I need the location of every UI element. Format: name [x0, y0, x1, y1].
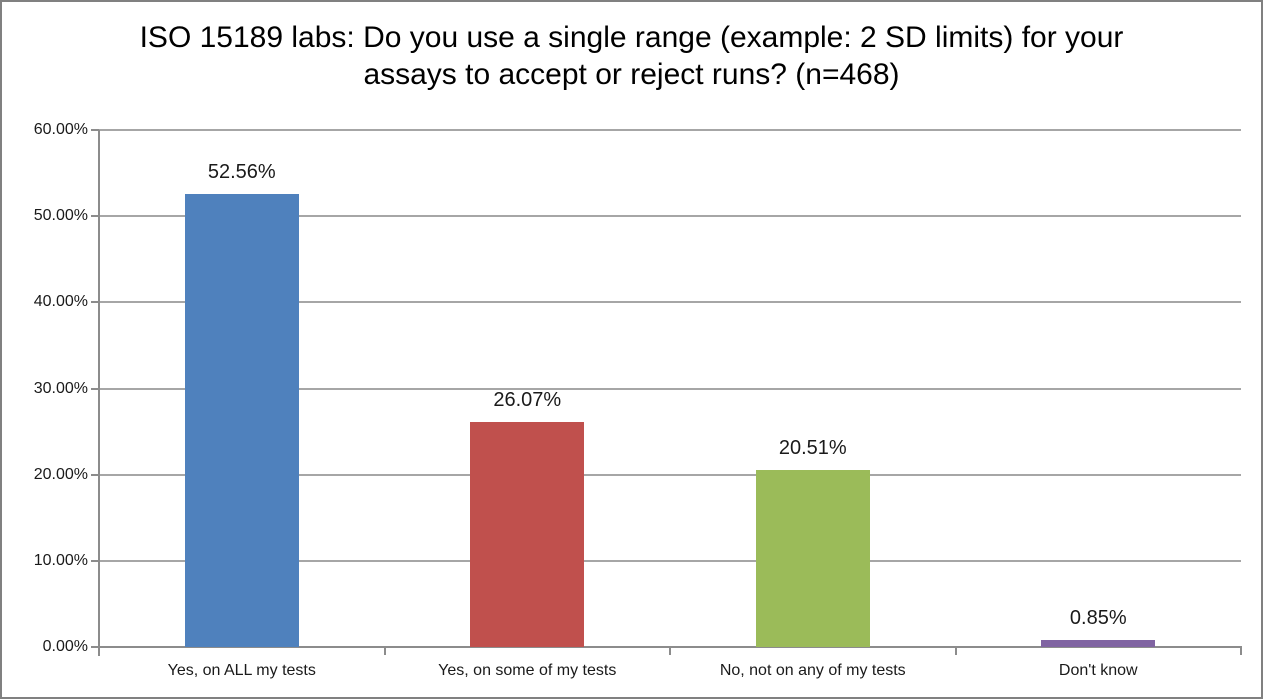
x-axis-line — [91, 646, 1241, 648]
y-axis-tick-label: 0.00% — [42, 638, 88, 655]
category-label: No, not on any of my tests — [719, 662, 906, 679]
y-axis-line — [98, 130, 100, 656]
bar-value-label: 20.51% — [778, 437, 847, 459]
gridline — [99, 129, 1241, 131]
bar-value-label: 0.85% — [1069, 607, 1127, 629]
y-axis-tick-mark — [91, 215, 99, 218]
gridline — [99, 215, 1241, 218]
bar-value-label: 52.56% — [207, 161, 276, 183]
x-axis-tick-mark — [1240, 646, 1242, 655]
gridline — [99, 387, 1241, 390]
y-axis-tick-label: 30.00% — [33, 379, 88, 397]
gridline — [99, 559, 1241, 562]
gridline — [99, 301, 1241, 304]
y-axis-tick-label: 20.00% — [33, 465, 88, 483]
bar — [470, 422, 584, 647]
y-axis-tick-mark — [91, 473, 99, 476]
category-label: Yes, on some of my tests — [438, 662, 617, 679]
bar — [756, 470, 870, 647]
y-axis-tick-mark — [91, 129, 99, 131]
y-axis-tick-mark — [91, 387, 99, 390]
y-axis-tick-label: 40.00% — [33, 293, 88, 311]
x-axis-tick-mark — [98, 646, 100, 655]
y-axis-tick-label: 50.00% — [33, 207, 88, 225]
y-axis-tick-label: 60.00% — [33, 121, 88, 138]
bar — [185, 194, 299, 647]
gridline — [99, 473, 1241, 476]
x-axis-tick-mark — [669, 646, 671, 655]
y-axis-tick-label: 10.00% — [33, 551, 88, 569]
category-label: Yes, on ALL my tests — [167, 662, 316, 679]
x-axis-tick-mark — [384, 646, 386, 655]
x-axis-tick-mark — [955, 646, 957, 655]
bar-value-label: 26.07% — [493, 389, 562, 411]
bar — [1041, 640, 1155, 647]
y-axis-tick-mark — [91, 559, 99, 562]
category-label: Don't know — [1058, 662, 1138, 679]
chart-title: ISO 15189 labs: Do you use a single rang… — [139, 21, 1124, 91]
y-axis-tick-mark — [91, 301, 99, 304]
